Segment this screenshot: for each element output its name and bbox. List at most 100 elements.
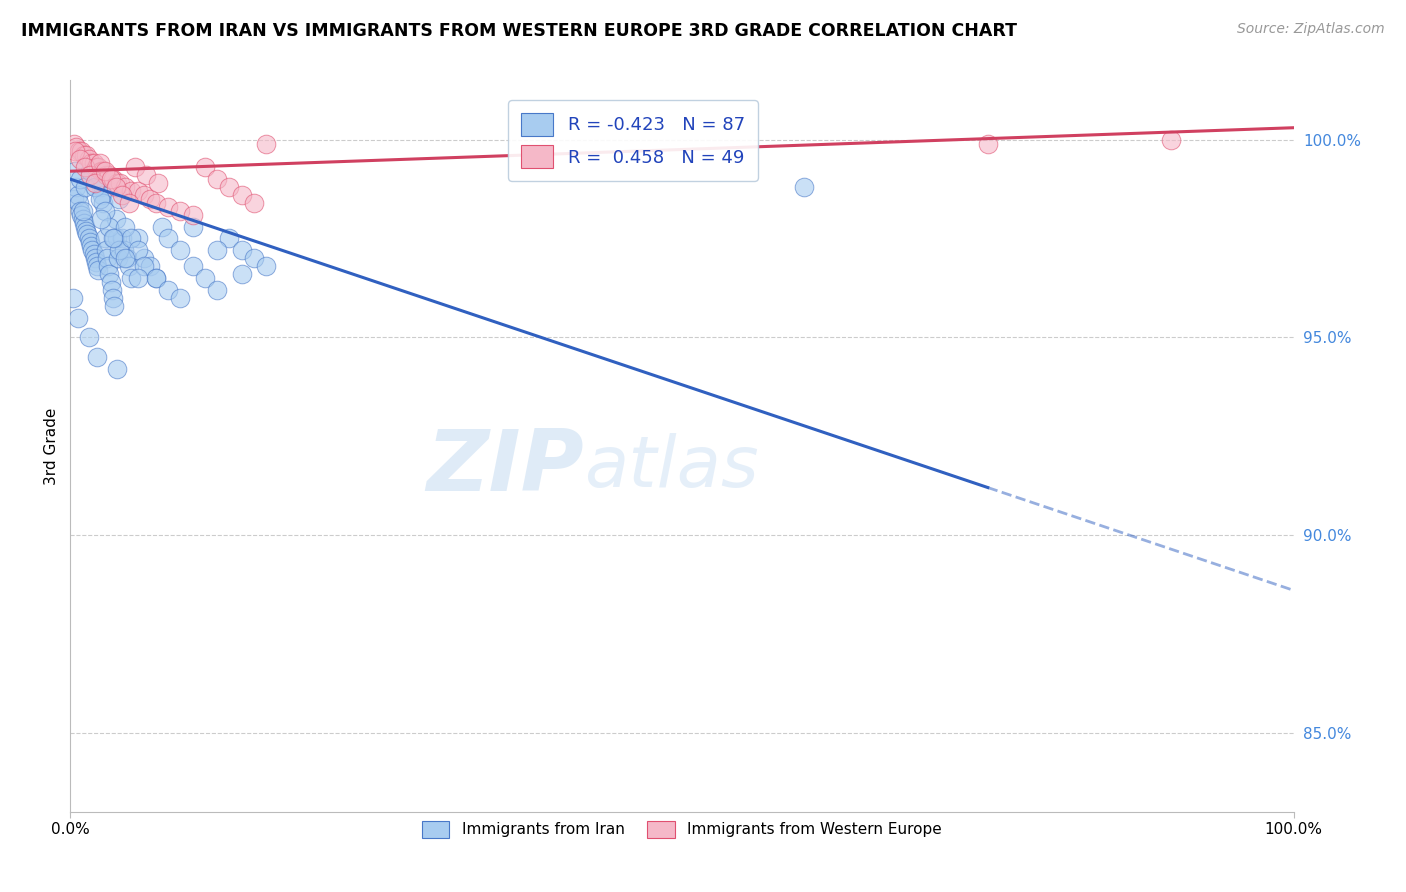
Point [793, 180, 815, 194]
Legend: Immigrants from Iran, Immigrants from Western Europe: Immigrants from Iran, Immigrants from We… [416, 814, 948, 845]
Point [104, 211, 127, 226]
Point [127, 271, 149, 285]
Point [62, 291, 84, 305]
Point [83, 251, 105, 265]
Point [66, 310, 89, 325]
Point [72, 203, 94, 218]
Point [67, 195, 90, 210]
Point [254, 259, 277, 273]
Point [111, 231, 134, 245]
Point [80, 239, 103, 253]
Point [63, 164, 86, 178]
Point [132, 259, 155, 273]
Point [69, 203, 91, 218]
Point [77, 231, 100, 245]
Point [194, 271, 217, 285]
Point [101, 231, 124, 245]
Point [108, 244, 131, 258]
Point [90, 211, 112, 226]
Point [80, 156, 103, 170]
Point [110, 176, 132, 190]
Point [118, 259, 141, 273]
Point [976, 136, 998, 151]
Point [72, 211, 94, 226]
Point [94, 168, 117, 182]
Point [1160, 132, 1182, 146]
Point [150, 219, 173, 234]
Point [93, 231, 115, 245]
Point [169, 291, 191, 305]
Point [73, 219, 96, 234]
Point [84, 161, 107, 175]
Point [91, 195, 114, 210]
Point [89, 172, 111, 186]
Point [105, 231, 128, 245]
Point [77, 330, 100, 344]
Point [100, 172, 122, 186]
Point [107, 251, 129, 265]
Point [101, 291, 124, 305]
Point [121, 184, 143, 198]
Point [194, 161, 217, 175]
Point [145, 271, 167, 285]
Point [86, 350, 108, 364]
Point [98, 168, 121, 182]
Point [105, 362, 128, 376]
Point [127, 231, 149, 245]
Point [205, 172, 228, 186]
Point [65, 180, 87, 194]
Point [83, 176, 105, 190]
Point [98, 219, 121, 234]
Text: ZIP: ZIP [426, 426, 583, 509]
Point [87, 263, 110, 277]
Point [75, 148, 97, 162]
Point [84, 255, 107, 269]
Point [112, 244, 135, 258]
Point [79, 164, 101, 178]
Point [97, 259, 120, 273]
Point [91, 188, 114, 202]
Point [169, 203, 191, 218]
Point [65, 140, 87, 154]
Point [169, 244, 191, 258]
Point [114, 180, 136, 194]
Point [75, 223, 97, 237]
Point [181, 208, 204, 222]
Point [127, 244, 149, 258]
Point [145, 271, 167, 285]
Point [69, 153, 91, 167]
Point [124, 161, 146, 175]
Point [127, 184, 149, 198]
Point [132, 251, 155, 265]
Point [100, 275, 122, 289]
Point [83, 180, 105, 194]
Point [157, 200, 180, 214]
Point [90, 180, 112, 194]
Point [83, 247, 105, 261]
Point [70, 145, 93, 159]
Point [132, 188, 155, 202]
Point [69, 172, 91, 186]
Point [148, 176, 170, 190]
Point [115, 251, 138, 265]
Point [70, 208, 93, 222]
Point [101, 283, 124, 297]
Point [96, 251, 118, 265]
Point [73, 180, 96, 194]
Point [98, 267, 121, 281]
Point [118, 195, 141, 210]
Point [114, 219, 136, 234]
Point [67, 145, 90, 159]
Point [105, 176, 128, 190]
Text: Source: ZipAtlas.com: Source: ZipAtlas.com [1237, 22, 1385, 37]
Point [63, 192, 86, 206]
Text: IMMIGRANTS FROM IRAN VS IMMIGRANTS FROM WESTERN EUROPE 3RD GRADE CORRELATION CHA: IMMIGRANTS FROM IRAN VS IMMIGRANTS FROM … [21, 22, 1017, 40]
Point [218, 180, 240, 194]
Point [66, 188, 89, 202]
Point [121, 231, 143, 245]
Point [243, 251, 266, 265]
Point [205, 244, 228, 258]
Point [90, 164, 112, 178]
Point [114, 251, 136, 265]
Point [86, 259, 108, 273]
